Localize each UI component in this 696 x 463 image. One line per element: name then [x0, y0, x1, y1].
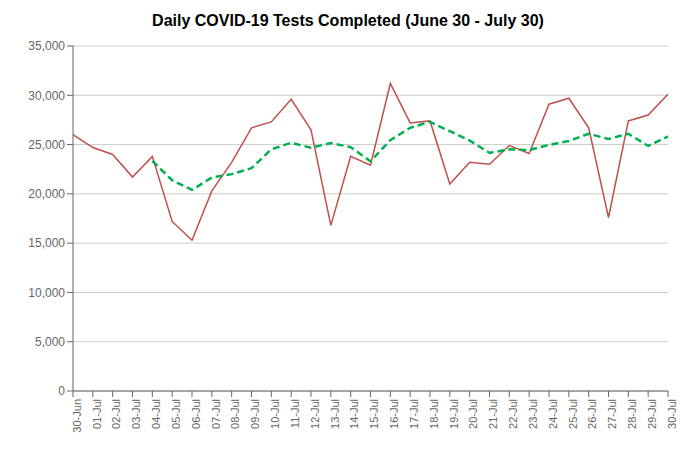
- svg-text:18-Jul: 18-Jul: [428, 399, 440, 429]
- svg-text:25-Jul: 25-Jul: [567, 399, 579, 429]
- svg-text:03-Jul: 03-Jul: [130, 399, 142, 429]
- svg-text:29-Jul: 29-Jul: [646, 399, 658, 429]
- svg-text:22-Jul: 22-Jul: [507, 399, 519, 429]
- html-text:Daily COVID-19 Tests Completed: Daily COVID-19 Tests Completed (June 30 …: [152, 12, 544, 29]
- svg-text:15-Jul: 15-Jul: [368, 399, 380, 429]
- svg-text:19-Jul: 19-Jul: [448, 399, 460, 429]
- svg-text:17-Jul: 17-Jul: [408, 399, 420, 429]
- svg-text:16-Jul: 16-Jul: [388, 399, 400, 429]
- svg-text:11-Jul: 11-Jul: [289, 399, 301, 428]
- svg-text:14-Jul: 14-Jul: [348, 399, 360, 429]
- svg-text:10,000: 10,000: [28, 286, 65, 300]
- svg-text:27-Jul: 27-Jul: [606, 399, 618, 429]
- svg-text:23-Jul: 23-Jul: [527, 399, 539, 429]
- svg-text:01-Jul: 01-Jul: [91, 399, 103, 429]
- svg-text:10-Jul: 10-Jul: [269, 399, 281, 429]
- svg-text:08-Jul: 08-Jul: [229, 399, 241, 429]
- svg-text:20-Jul: 20-Jul: [467, 399, 479, 429]
- svg-text:06-Jul: 06-Jul: [190, 399, 202, 429]
- svg-text:0: 0: [58, 384, 65, 398]
- svg-text:12-Jul: 12-Jul: [309, 399, 321, 429]
- svg-text:05-Jul: 05-Jul: [170, 399, 182, 429]
- svg-text:07-Jul: 07-Jul: [210, 399, 222, 429]
- svg-text:30-Jul: 30-Jul: [666, 399, 678, 429]
- svg-text:25,000: 25,000: [28, 138, 65, 152]
- svg-text:20,000: 20,000: [28, 187, 65, 201]
- svg-text:30,000: 30,000: [28, 89, 65, 103]
- svg-text:28-Jul: 28-Jul: [626, 399, 638, 429]
- svg-text:26-Jul: 26-Jul: [586, 399, 598, 429]
- svg-text:24-Jul: 24-Jul: [547, 399, 559, 429]
- svg-text:5,000: 5,000: [35, 335, 65, 349]
- svg-text:04-Jul: 04-Jul: [150, 399, 162, 429]
- svg-text:15,000: 15,000: [28, 236, 65, 250]
- svg-text:13-Jul: 13-Jul: [329, 399, 341, 429]
- svg-text:21-Jul: 21-Jul: [487, 399, 499, 429]
- svg-text:35,000: 35,000: [28, 39, 65, 53]
- svg-text:30-Jun: 30-Jun: [71, 399, 83, 433]
- svg-text:02-Jul: 02-Jul: [110, 399, 122, 429]
- svg-text:09-Jul: 09-Jul: [249, 399, 261, 429]
